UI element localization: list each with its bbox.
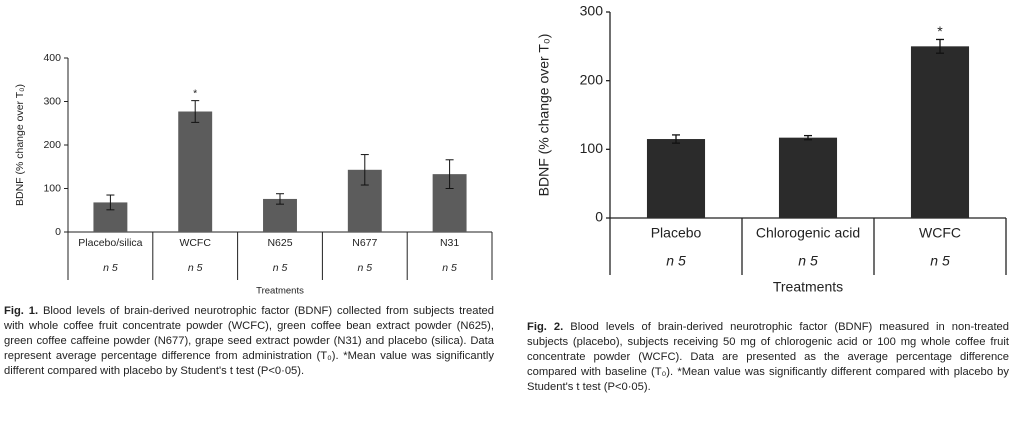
- caption-text: Blood levels of brain-derived neurotroph…: [527, 321, 1010, 393]
- y-tick-label: 200: [43, 139, 61, 151]
- sample-size: n 5: [357, 262, 372, 274]
- x-tick-label: Placebo: [651, 225, 702, 241]
- y-axis-label: BDNF (% change over T₀): [14, 84, 26, 206]
- significance-marker: *: [937, 23, 943, 39]
- y-axis-label: BDNF (% change over T₀): [536, 34, 552, 197]
- sample-size: n 5: [442, 262, 457, 274]
- significance-marker: *: [193, 87, 197, 99]
- x-tick-label: Chlorogenic acid: [756, 225, 860, 241]
- sample-size: n 5: [666, 253, 686, 269]
- x-tick-label: Placebo/silica: [78, 237, 142, 249]
- bar: [178, 111, 213, 232]
- caption-label: Fig. 2.: [527, 321, 564, 333]
- x-tick-label: WCFC: [179, 237, 211, 249]
- x-tick-label: N625: [267, 237, 292, 249]
- y-tick-label: 300: [43, 95, 61, 107]
- caption-1: Fig. 1. Blood levels of brain-derived ne…: [4, 304, 494, 379]
- y-tick-label: 300: [580, 3, 604, 19]
- x-tick-label: N31: [440, 237, 459, 249]
- caption-label: Fig. 1.: [4, 305, 39, 317]
- caption-2: Fig. 2. Blood levels of brain-derived ne…: [527, 320, 1009, 395]
- y-tick-label: 200: [580, 71, 604, 87]
- bar: [910, 46, 970, 219]
- bar: [646, 139, 706, 218]
- sample-size: n 5: [188, 262, 203, 274]
- bar: [778, 137, 838, 218]
- y-tick-label: 100: [580, 140, 604, 156]
- sample-size: n 5: [273, 262, 288, 274]
- sample-size: n 5: [930, 253, 950, 269]
- y-tick-label: 0: [595, 209, 603, 225]
- x-tick-label: N677: [352, 237, 377, 249]
- y-tick-label: 0: [55, 226, 61, 238]
- caption-text: Blood levels of brain-derived neurotroph…: [4, 305, 494, 377]
- sample-size: n 5: [103, 262, 118, 274]
- y-tick-label: 400: [43, 52, 61, 64]
- x-tick-label: WCFC: [919, 225, 961, 241]
- y-tick-label: 100: [43, 182, 61, 194]
- x-axis-label: Treatments: [256, 286, 304, 297]
- sample-size: n 5: [798, 253, 818, 269]
- x-axis-label: Treatments: [773, 279, 843, 295]
